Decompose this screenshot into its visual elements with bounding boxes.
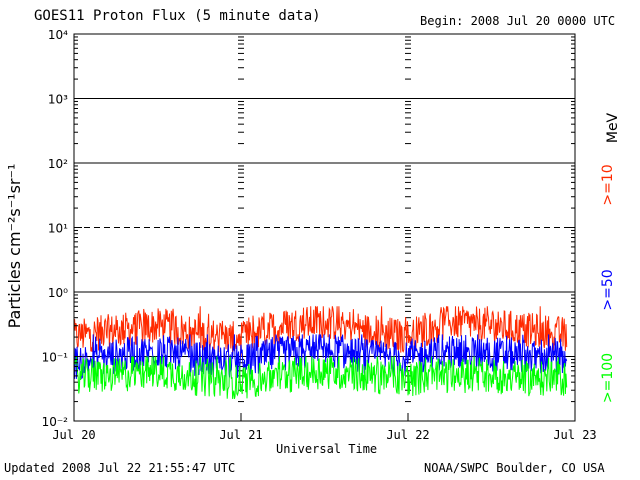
updated-timestamp: Updated 2008 Jul 22 21:55:47 UTC xyxy=(4,461,236,475)
energy-unit-label: MeV xyxy=(605,112,621,143)
y-tick-label: 10² xyxy=(48,157,68,171)
x-tick-label: Jul 21 xyxy=(219,428,262,442)
credit-label: NOAA/SWPC Boulder, CO USA xyxy=(424,461,605,475)
x-tick-label: Jul 23 xyxy=(553,428,596,442)
y-tick-label: 10⁴ xyxy=(48,28,68,42)
y-axis-label: Particles cm⁻²s⁻¹sr⁻¹ xyxy=(5,164,24,329)
series-line-0 xyxy=(73,305,568,357)
x-axis-label: Universal Time xyxy=(276,442,378,456)
series-line-2 xyxy=(73,356,568,400)
y-tick-label: 10¹ xyxy=(48,222,68,236)
y-tick-label: 10⁰ xyxy=(48,286,68,300)
legend-label-2: >=100 xyxy=(600,353,616,403)
x-tick-label: Jul 20 xyxy=(52,428,95,442)
y-tick-label: 10⁻¹ xyxy=(42,351,69,365)
y-tick-label: 10³ xyxy=(48,93,68,107)
chart-title: GOES11 Proton Flux (5 minute data) xyxy=(34,8,321,24)
legend-label-1: >=50 xyxy=(600,269,616,310)
y-tick-label: 10⁻² xyxy=(42,415,69,429)
begin-time: Begin: 2008 Jul 20 0000 UTC xyxy=(420,14,616,28)
x-tick-label: Jul 22 xyxy=(386,428,429,442)
legend-label-0: >=10 xyxy=(600,164,616,205)
